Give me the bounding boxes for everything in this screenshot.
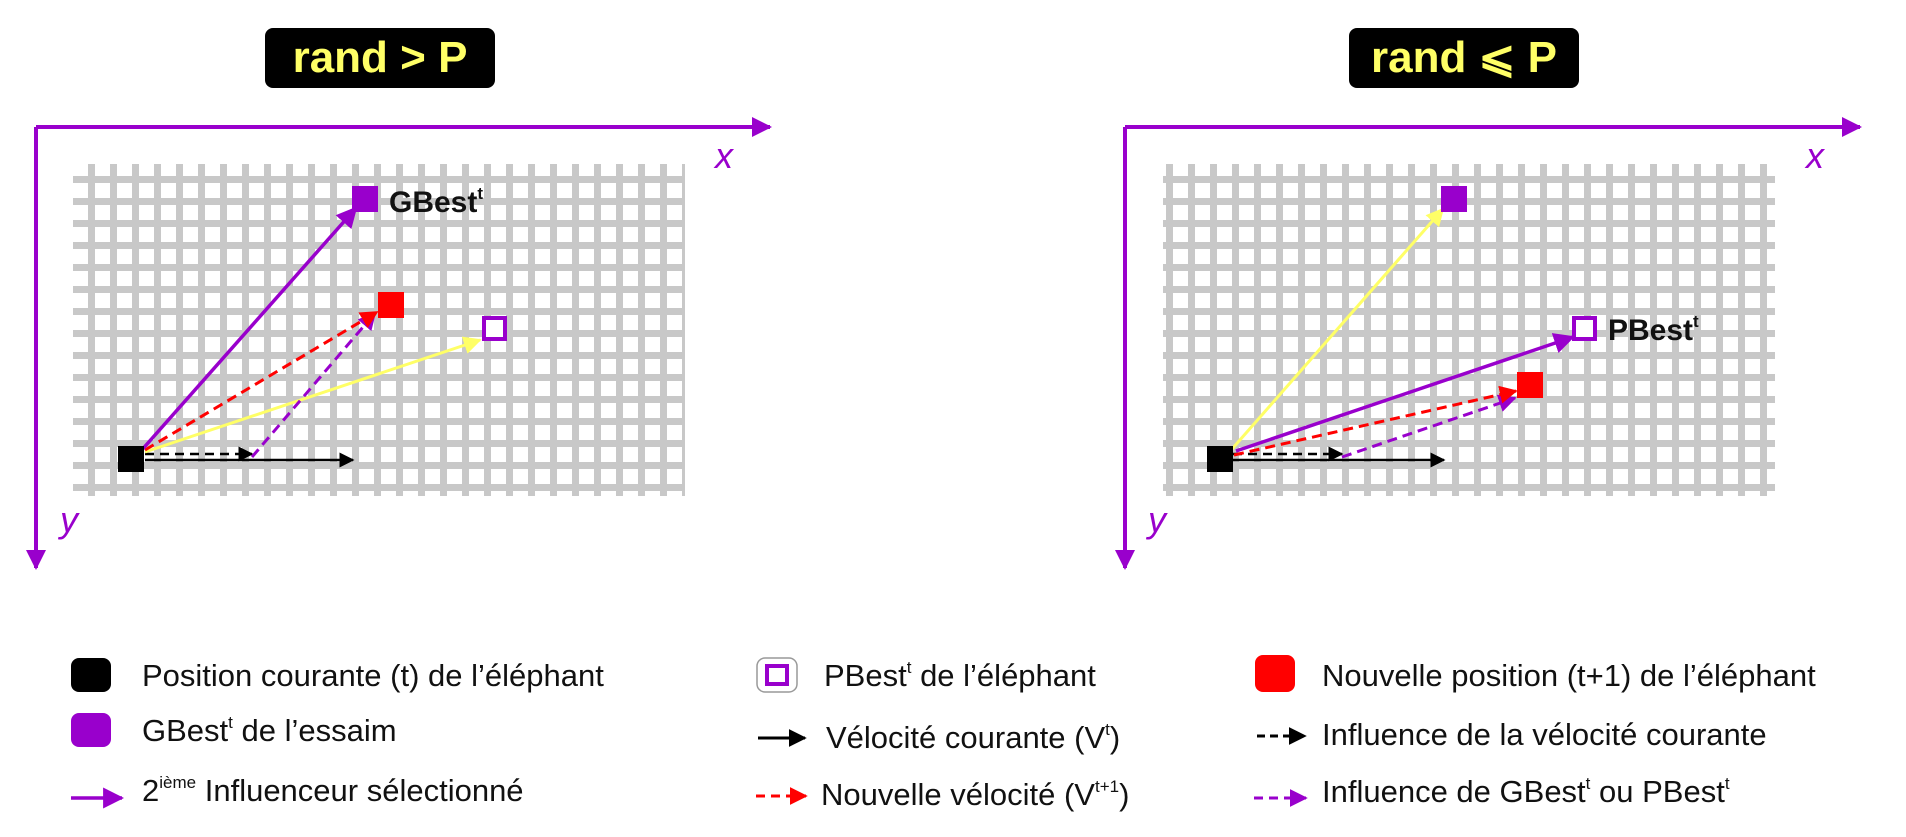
legend-influence-best: Influence de GBestt ou PBestt: [1322, 774, 1730, 809]
purple-square-icon: [71, 713, 111, 747]
legend-new-position: Nouvelle position (t+1) de l’éléphant: [1322, 658, 1816, 693]
pbest-marker-right: [1572, 316, 1597, 341]
legend-second-influencer: 2ième Influenceur sélectionné: [142, 773, 524, 808]
legend-new-velocity: Nouvelle vélocité (Vt+1): [821, 777, 1129, 812]
new-position-marker-left: [378, 292, 404, 318]
current-position-marker-right: [1207, 446, 1233, 472]
gbest-marker-left: [352, 186, 378, 212]
legend-influence-current: Influence de la vélocité courante: [1322, 717, 1767, 752]
pbest-label-right: PBestt: [1608, 312, 1699, 347]
title-right: rand ⩽ P: [1371, 33, 1557, 82]
legend-gbest: GBestt de l’essaim: [142, 713, 397, 748]
gbest-label-left: GBestt: [389, 184, 483, 219]
second-influencer-arrow-left: [138, 206, 358, 454]
new-position-marker-right: [1517, 372, 1543, 398]
black-square-icon: [71, 658, 111, 692]
panel-left: rand > P x y GBestt: [26, 28, 772, 570]
x-axis-label-right: x: [1804, 135, 1826, 176]
yellow-arrow-right: [1230, 207, 1445, 450]
title-left: rand > P: [293, 33, 468, 82]
x-axis-label-left: x: [713, 135, 735, 176]
new-velocity-arrow-right: [1233, 385, 1518, 457]
legend-current-position: Position courante (t) de l’éléphant: [142, 658, 604, 693]
yellow-arrow-left: [144, 336, 482, 454]
panel-right: rand ⩽ P x y PBestt: [1115, 28, 1862, 570]
y-axis-label-left: y: [57, 499, 80, 540]
legend-pbest: PBestt de l’éléphant: [824, 658, 1096, 693]
y-axis-label-right: y: [1145, 499, 1168, 540]
influence-best-arrow-right: [1341, 394, 1517, 459]
red-square-icon: [1255, 655, 1295, 692]
second-influencer-arrow-right: [1235, 333, 1575, 453]
current-position-marker-left: [118, 446, 144, 472]
hollow-purple-square-icon: [765, 664, 789, 686]
title-badge-left: [265, 28, 495, 88]
new-velocity-arrow-left: [144, 310, 379, 452]
legend-current-velocity: Vélocité courante (Vt): [826, 720, 1120, 755]
legend: Position courante (t) de l’éléphant GBes…: [71, 655, 1816, 812]
gbest-marker-right: [1441, 186, 1467, 212]
pbest-marker-left: [482, 316, 507, 341]
title-badge-right: [1349, 28, 1579, 88]
